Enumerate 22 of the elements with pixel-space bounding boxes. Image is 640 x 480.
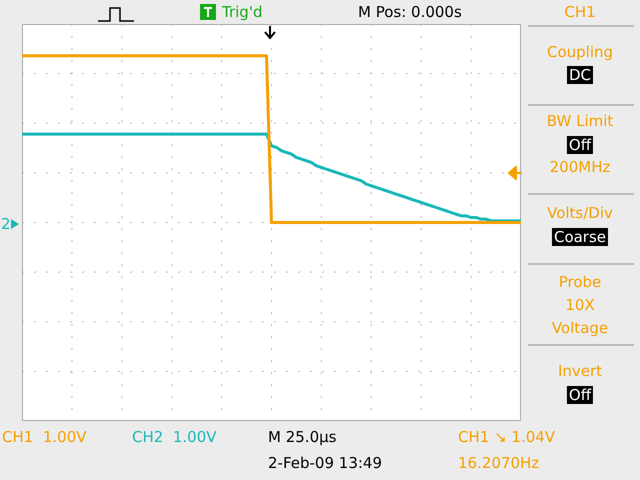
text: Voltage bbox=[552, 319, 608, 337]
text: BW Limit bbox=[546, 112, 614, 130]
text: M Pos: 0.000s bbox=[358, 3, 462, 21]
text: DC bbox=[566, 66, 594, 84]
text: CH2 1.00V bbox=[132, 428, 216, 446]
text: 2 bbox=[1, 215, 11, 233]
text: Invert bbox=[558, 362, 602, 380]
text: Volts/Div bbox=[547, 204, 613, 222]
text: Coarse bbox=[552, 228, 608, 246]
text: CH1 bbox=[564, 3, 596, 21]
text: Off bbox=[566, 386, 594, 404]
text: 200MHz bbox=[550, 158, 610, 176]
text: 2-Feb-09 13:49 bbox=[268, 454, 382, 472]
text: 16.2070Hz bbox=[458, 454, 540, 472]
text: Trig'd bbox=[222, 3, 262, 21]
text: CH1 ↘ 1.04V bbox=[458, 428, 556, 446]
text: Coupling bbox=[546, 43, 614, 61]
text: CH1 1.00V bbox=[2, 428, 86, 446]
text: Probe bbox=[558, 273, 602, 291]
text: 10X bbox=[565, 296, 595, 314]
text: M 25.0µs bbox=[268, 428, 336, 446]
text: Off bbox=[566, 136, 594, 154]
